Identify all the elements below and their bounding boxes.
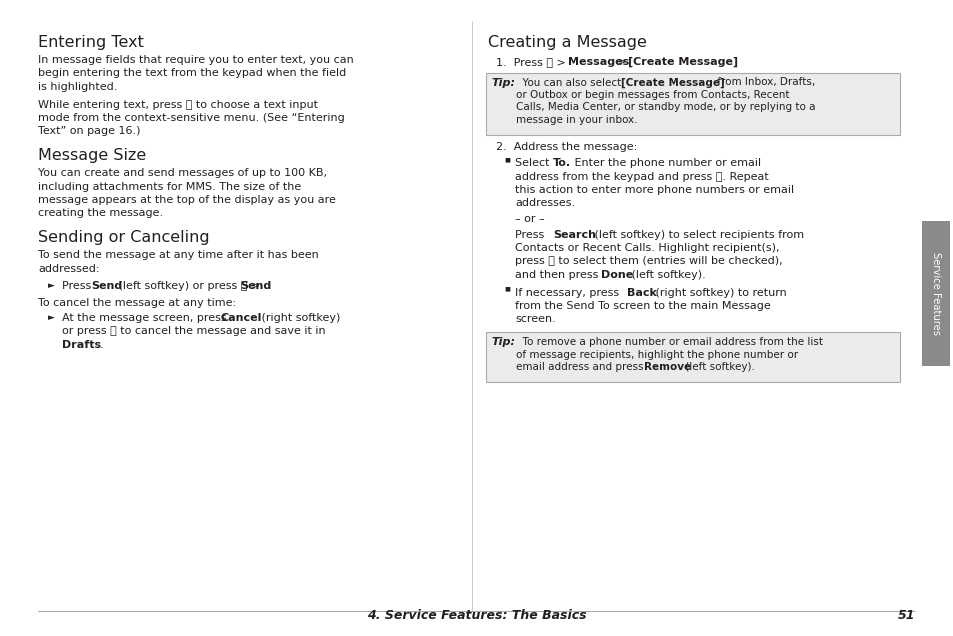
Text: To send the message at any time after it has been: To send the message at any time after it… [38, 250, 318, 260]
Text: In message fields that require you to enter text, you can: In message fields that require you to en… [38, 55, 354, 65]
Text: Enter the phone number or email: Enter the phone number or email [571, 158, 760, 168]
Text: – or –: – or – [515, 214, 544, 224]
Text: (left softkey).: (left softkey). [681, 362, 754, 372]
Text: Sending or Canceling: Sending or Canceling [38, 230, 210, 245]
Text: Press: Press [515, 230, 547, 240]
Text: .: . [726, 57, 730, 67]
Text: To.: To. [553, 158, 571, 168]
Text: .: . [100, 340, 104, 350]
Text: If necessary, press: If necessary, press [515, 287, 622, 298]
Text: screen.: screen. [515, 314, 556, 324]
Text: Tip:: Tip: [491, 78, 515, 88]
Text: 51: 51 [897, 609, 914, 622]
Text: mode from the context-sensitive menu. (See “Entering: mode from the context-sensitive menu. (S… [38, 113, 344, 123]
Text: ■: ■ [503, 157, 509, 162]
Text: Press: Press [62, 281, 94, 291]
Text: ■: ■ [503, 286, 509, 291]
Text: (left softkey) to select recipients from: (left softkey) to select recipients from [590, 230, 803, 240]
Text: including attachments for MMS. The size of the: including attachments for MMS. The size … [38, 181, 301, 191]
Text: addressed:: addressed: [38, 263, 99, 273]
Text: You can also select: You can also select [516, 78, 624, 88]
Text: Creating a Message: Creating a Message [488, 35, 646, 50]
Text: (right softkey): (right softkey) [257, 313, 340, 323]
Text: from Inbox, Drafts,: from Inbox, Drafts, [713, 78, 815, 88]
FancyBboxPatch shape [485, 73, 899, 134]
Text: email address and press: email address and press [516, 362, 646, 372]
Text: Drafts: Drafts [62, 340, 101, 350]
Text: (right softkey) to return: (right softkey) to return [651, 287, 786, 298]
Text: Text” on page 16.): Text” on page 16.) [38, 127, 140, 137]
Text: Cancel: Cancel [221, 313, 262, 323]
Text: To remove a phone number or email address from the list: To remove a phone number or email addres… [516, 337, 822, 347]
Text: Done: Done [600, 270, 633, 280]
Text: Select: Select [515, 158, 553, 168]
Text: Send: Send [240, 281, 271, 291]
Text: begin entering the text from the keypad when the field: begin entering the text from the keypad … [38, 69, 346, 78]
FancyBboxPatch shape [921, 221, 949, 366]
Text: Send: Send [91, 281, 122, 291]
Text: .: . [264, 281, 268, 291]
Text: [Create Message]: [Create Message] [620, 78, 724, 88]
Text: ►: ► [48, 281, 55, 290]
Text: Entering Text: Entering Text [38, 35, 144, 50]
Text: creating the message.: creating the message. [38, 209, 163, 219]
Text: Contacts or Recent Calls. Highlight recipient(s),: Contacts or Recent Calls. Highlight reci… [515, 243, 779, 253]
Text: Message Size: Message Size [38, 148, 146, 163]
Text: (left softkey) or press ⓲ >: (left softkey) or press ⓲ > [115, 281, 263, 291]
Text: Tip:: Tip: [491, 337, 515, 347]
Text: You can create and send messages of up to 100 KB,: You can create and send messages of up t… [38, 168, 327, 178]
Text: ►: ► [48, 313, 55, 322]
Text: 1.  Press ⓲ >: 1. Press ⓲ > [496, 57, 569, 67]
Text: this action to enter more phone numbers or email: this action to enter more phone numbers … [515, 185, 793, 195]
Text: Search: Search [553, 230, 596, 240]
Text: Calls, Media Center, or standby mode, or by replying to a: Calls, Media Center, or standby mode, or… [516, 102, 815, 113]
Text: Messages: Messages [567, 57, 629, 67]
Text: from the Send To screen to the main Message: from the Send To screen to the main Mess… [515, 301, 770, 311]
Text: is highlighted.: is highlighted. [38, 82, 117, 92]
Text: addresses.: addresses. [515, 198, 575, 209]
Text: or press ⓳ to cancel the message and save it in: or press ⓳ to cancel the message and sav… [62, 326, 325, 336]
Text: At the message screen, press: At the message screen, press [62, 313, 230, 323]
Text: message in your inbox.: message in your inbox. [516, 115, 637, 125]
Text: address from the keypad and press ⓳. Repeat: address from the keypad and press ⓳. Rep… [515, 172, 768, 181]
Text: Remove: Remove [643, 362, 690, 372]
Text: [Create Message]: [Create Message] [627, 57, 738, 67]
Text: or Outbox or begin messages from Contacts, Recent: or Outbox or begin messages from Contact… [516, 90, 789, 100]
Text: While entering text, press ⓲ to choose a text input: While entering text, press ⓲ to choose a… [38, 99, 317, 109]
Text: message appears at the top of the display as you are: message appears at the top of the displa… [38, 195, 335, 205]
Text: press ⓳ to select them (entries will be checked),: press ⓳ to select them (entries will be … [515, 256, 781, 266]
FancyBboxPatch shape [485, 332, 899, 382]
Text: >: > [614, 57, 630, 67]
Text: and then press: and then press [515, 270, 601, 280]
Text: 2.  Address the message:: 2. Address the message: [496, 141, 637, 151]
Text: (left softkey).: (left softkey). [627, 270, 705, 280]
Text: of message recipients, highlight the phone number or: of message recipients, highlight the pho… [516, 350, 798, 359]
Text: Back: Back [626, 287, 657, 298]
Text: 4. Service Features: The Basics: 4. Service Features: The Basics [367, 609, 586, 622]
Text: Service Features: Service Features [930, 252, 940, 335]
Text: To cancel the message at any time:: To cancel the message at any time: [38, 298, 236, 307]
